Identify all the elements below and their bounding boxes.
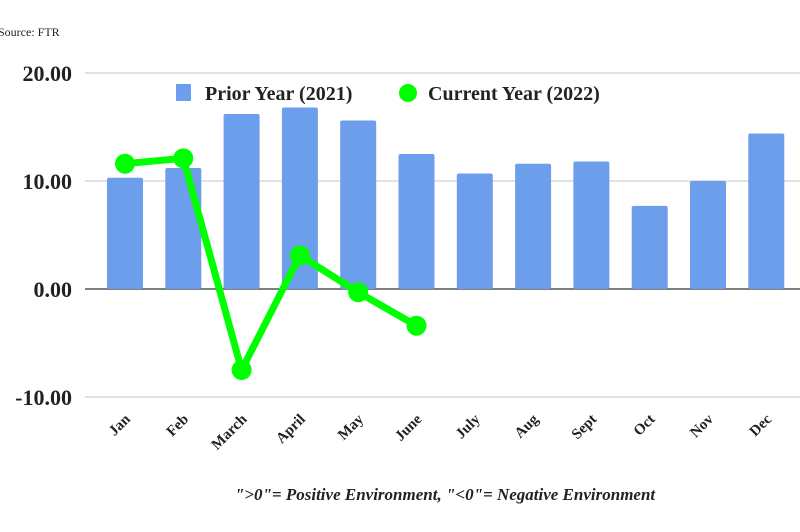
x-tick-label: Feb bbox=[164, 412, 192, 440]
bar-nov bbox=[690, 181, 726, 289]
bar-jan bbox=[107, 177, 143, 289]
x-tick-label: April bbox=[273, 412, 308, 447]
legend-label-prior: Prior Year (2021) bbox=[205, 83, 352, 105]
bar-march bbox=[223, 114, 260, 289]
bar-april bbox=[281, 107, 318, 289]
bar-july bbox=[456, 173, 493, 289]
point-june bbox=[406, 315, 427, 336]
x-tick-label: Oct bbox=[631, 412, 659, 440]
source-label: Source: FTR bbox=[0, 25, 60, 39]
x-tick-label: Nov bbox=[687, 411, 717, 441]
point-jan bbox=[115, 153, 135, 174]
x-tick-label: May bbox=[335, 411, 367, 443]
bar-june bbox=[398, 154, 435, 289]
point-feb bbox=[173, 148, 194, 169]
point-april bbox=[289, 245, 310, 266]
y-tick-label: -10.00 bbox=[15, 385, 72, 410]
y-tick-label: 20.00 bbox=[23, 61, 73, 86]
bar-aug bbox=[515, 163, 552, 289]
bar-dec bbox=[748, 133, 785, 289]
legend: Prior Year (2021) Current Year (2022) bbox=[176, 83, 600, 105]
y-tick-label: 0.00 bbox=[34, 277, 73, 302]
bar-feb bbox=[165, 168, 202, 289]
bar-oct bbox=[631, 205, 668, 289]
legend-swatch-prior bbox=[176, 84, 191, 101]
chart-note: ">0"= Positive Environment, "<0"= Negati… bbox=[234, 485, 656, 504]
bar-sept bbox=[573, 161, 610, 289]
y-tick-label: 10.00 bbox=[23, 169, 73, 194]
legend-label-current: Current Year (2022) bbox=[428, 83, 600, 105]
legend-swatch-current bbox=[399, 84, 417, 102]
point-may bbox=[348, 282, 369, 303]
bar-may bbox=[340, 120, 377, 290]
x-tick-label: Aug bbox=[512, 411, 543, 442]
x-tick-label: Jan bbox=[106, 411, 134, 439]
x-tick-label: March bbox=[209, 411, 251, 453]
x-tick-label: Sept bbox=[569, 412, 600, 443]
x-tick-label: Dec bbox=[747, 411, 776, 440]
x-tick-label: June bbox=[392, 411, 425, 444]
x-tick-label: July bbox=[453, 411, 484, 442]
point-march bbox=[231, 360, 252, 380]
